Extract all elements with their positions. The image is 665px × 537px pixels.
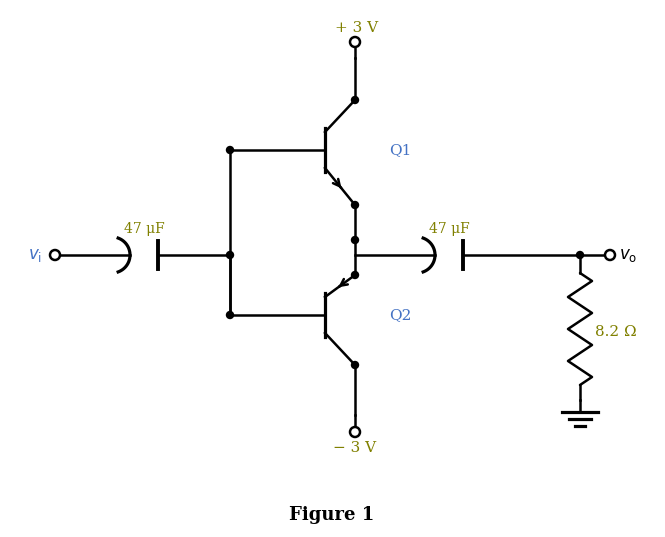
Circle shape — [605, 250, 615, 260]
Text: − 3 V: − 3 V — [333, 441, 376, 455]
Circle shape — [350, 427, 360, 437]
Text: 8.2 Ω: 8.2 Ω — [595, 325, 637, 339]
Circle shape — [352, 361, 358, 368]
Text: $v_\mathrm{i}$: $v_\mathrm{i}$ — [28, 246, 42, 264]
Circle shape — [352, 272, 358, 279]
Text: 47 μF: 47 μF — [429, 222, 469, 236]
Text: Q2: Q2 — [389, 308, 411, 322]
Circle shape — [227, 311, 233, 318]
Text: Q1: Q1 — [389, 143, 411, 157]
Circle shape — [227, 147, 233, 154]
Text: + 3 V: + 3 V — [335, 21, 378, 35]
Circle shape — [352, 201, 358, 208]
Circle shape — [350, 37, 360, 47]
Text: Figure 1: Figure 1 — [289, 506, 374, 524]
Circle shape — [50, 250, 60, 260]
Text: 47 μF: 47 μF — [124, 222, 164, 236]
Circle shape — [227, 251, 233, 258]
Circle shape — [577, 251, 583, 258]
Text: $v_\mathrm{o}$: $v_\mathrm{o}$ — [619, 246, 637, 264]
Circle shape — [352, 236, 358, 243]
Circle shape — [352, 97, 358, 104]
